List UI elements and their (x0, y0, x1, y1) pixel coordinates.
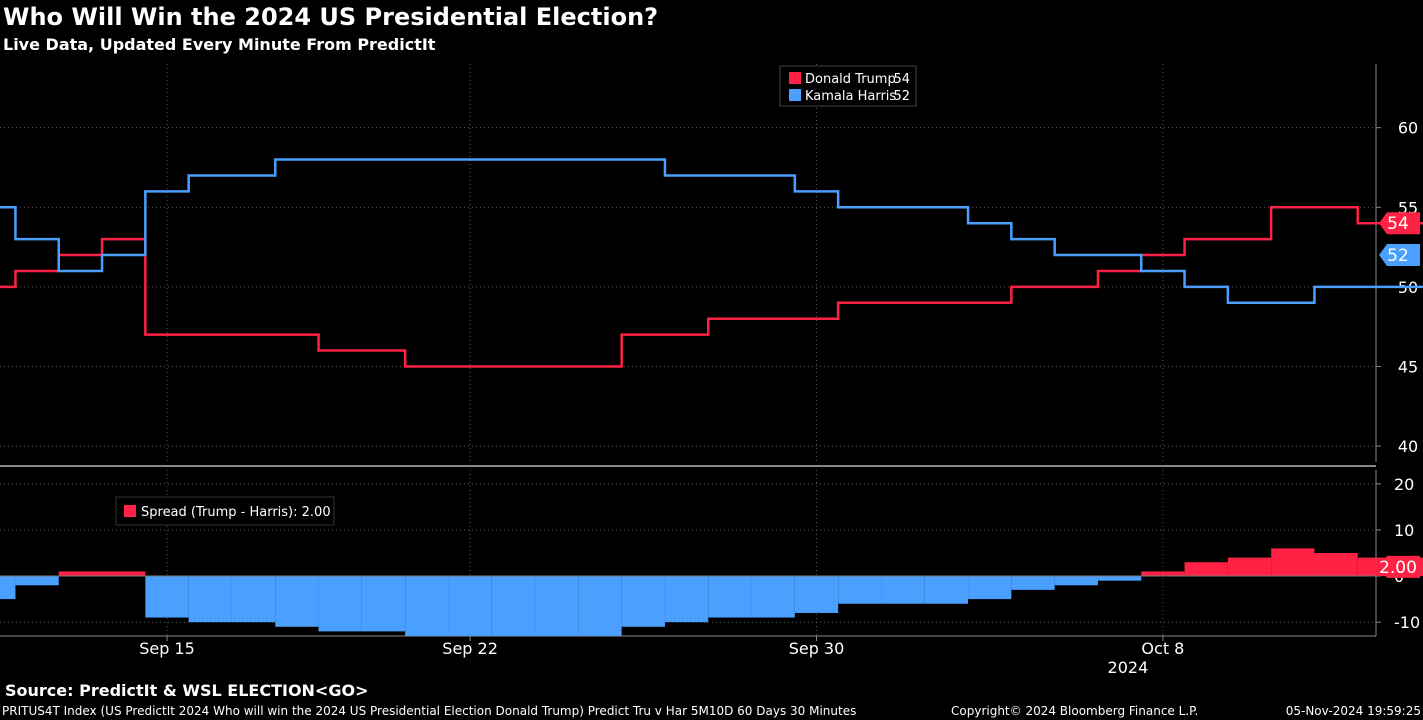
legend-label: Donald Trump (805, 72, 896, 87)
spread-last-value-tag: 2.00 (1379, 558, 1417, 578)
spread-bar (621, 576, 665, 627)
chart-title: Who Will Win the 2024 US Presidential El… (3, 3, 659, 31)
spread-bar (448, 576, 492, 636)
y-tick-label: -10 (1394, 613, 1420, 632)
legend-swatch-spread (124, 505, 136, 517)
spread-bar (838, 576, 882, 604)
y-tick-label: 10 (1394, 521, 1414, 540)
spread-bar (491, 576, 536, 636)
legend-label: Kamala Harris (805, 89, 896, 104)
spread-bar (1097, 576, 1142, 581)
spread-bar (794, 576, 839, 613)
spread-bar (15, 576, 59, 586)
x-tick-label: Sep 22 (442, 639, 498, 658)
legend-swatch-trump (789, 72, 801, 84)
spread-bar (664, 576, 709, 623)
spread-bar (1314, 553, 1358, 577)
spread-bar (145, 576, 189, 618)
harris-last-value-tag-shape (1379, 244, 1420, 267)
legend-swatch-harris (789, 89, 801, 101)
x-tick-label: Sep 15 (139, 639, 195, 658)
spread-bar (102, 571, 146, 577)
spread-bar (968, 576, 1012, 600)
legend-value: 52 (893, 89, 910, 104)
spread-bar (1054, 576, 1098, 586)
timestamp: 05-Nov-2024 19:59:25 (1285, 704, 1421, 718)
spread-bar (275, 576, 319, 627)
spread-bar (1141, 571, 1185, 577)
spread-bar (1271, 548, 1315, 577)
spread-bar (188, 576, 232, 623)
spread-bar (751, 576, 795, 618)
harris-series-line (0, 158, 1423, 305)
y-tick-label: 45 (1398, 357, 1418, 376)
harris-last-value-tag: 52 (1387, 246, 1409, 266)
legend-box (779, 65, 917, 107)
spread-bar (405, 576, 449, 636)
trump-series-line (0, 206, 1423, 368)
spread-bar (1011, 576, 1055, 590)
y-tick-label: 60 (1398, 119, 1418, 138)
spread-bar (1227, 557, 1272, 577)
x-tick-label: Sep 30 (789, 639, 845, 658)
spread-bar (881, 576, 925, 604)
source-note: Source: PredictIt & WSL ELECTION<GO> (5, 681, 369, 700)
spread-bar (708, 576, 752, 618)
y-tick-label: 40 (1398, 437, 1418, 456)
index-description: PRITUS4T Index (US PredictIt 2024 Who wi… (2, 704, 857, 718)
trump-last-value-tag-shape (1379, 212, 1420, 235)
legend-value: 54 (893, 72, 910, 87)
spread-bar (231, 576, 276, 623)
spread-bar (535, 576, 579, 636)
spread-bar (318, 576, 362, 632)
x-tick-label: Oct 8 (1141, 639, 1184, 658)
spread-legend-box (115, 496, 335, 526)
spread-bar (924, 576, 969, 604)
spread-last-value-tag-shape (1379, 555, 1420, 578)
spread-bar (361, 576, 406, 632)
spread-legend-label: Spread (Trump - Harris): 2.00 (141, 505, 331, 520)
spread-bar (1184, 562, 1228, 577)
y-tick-label: 20 (1394, 475, 1414, 494)
x-year-label: 2024 (1108, 658, 1149, 677)
chart-subtitle: Live Data, Updated Every Minute From Pre… (3, 35, 436, 54)
spread-bar (578, 576, 622, 636)
spread-bar (58, 571, 103, 577)
trump-last-value-tag: 54 (1387, 214, 1409, 234)
copyright-note: Copyright© 2024 Bloomberg Finance L.P. (951, 704, 1199, 718)
spread-bar (0, 576, 16, 600)
